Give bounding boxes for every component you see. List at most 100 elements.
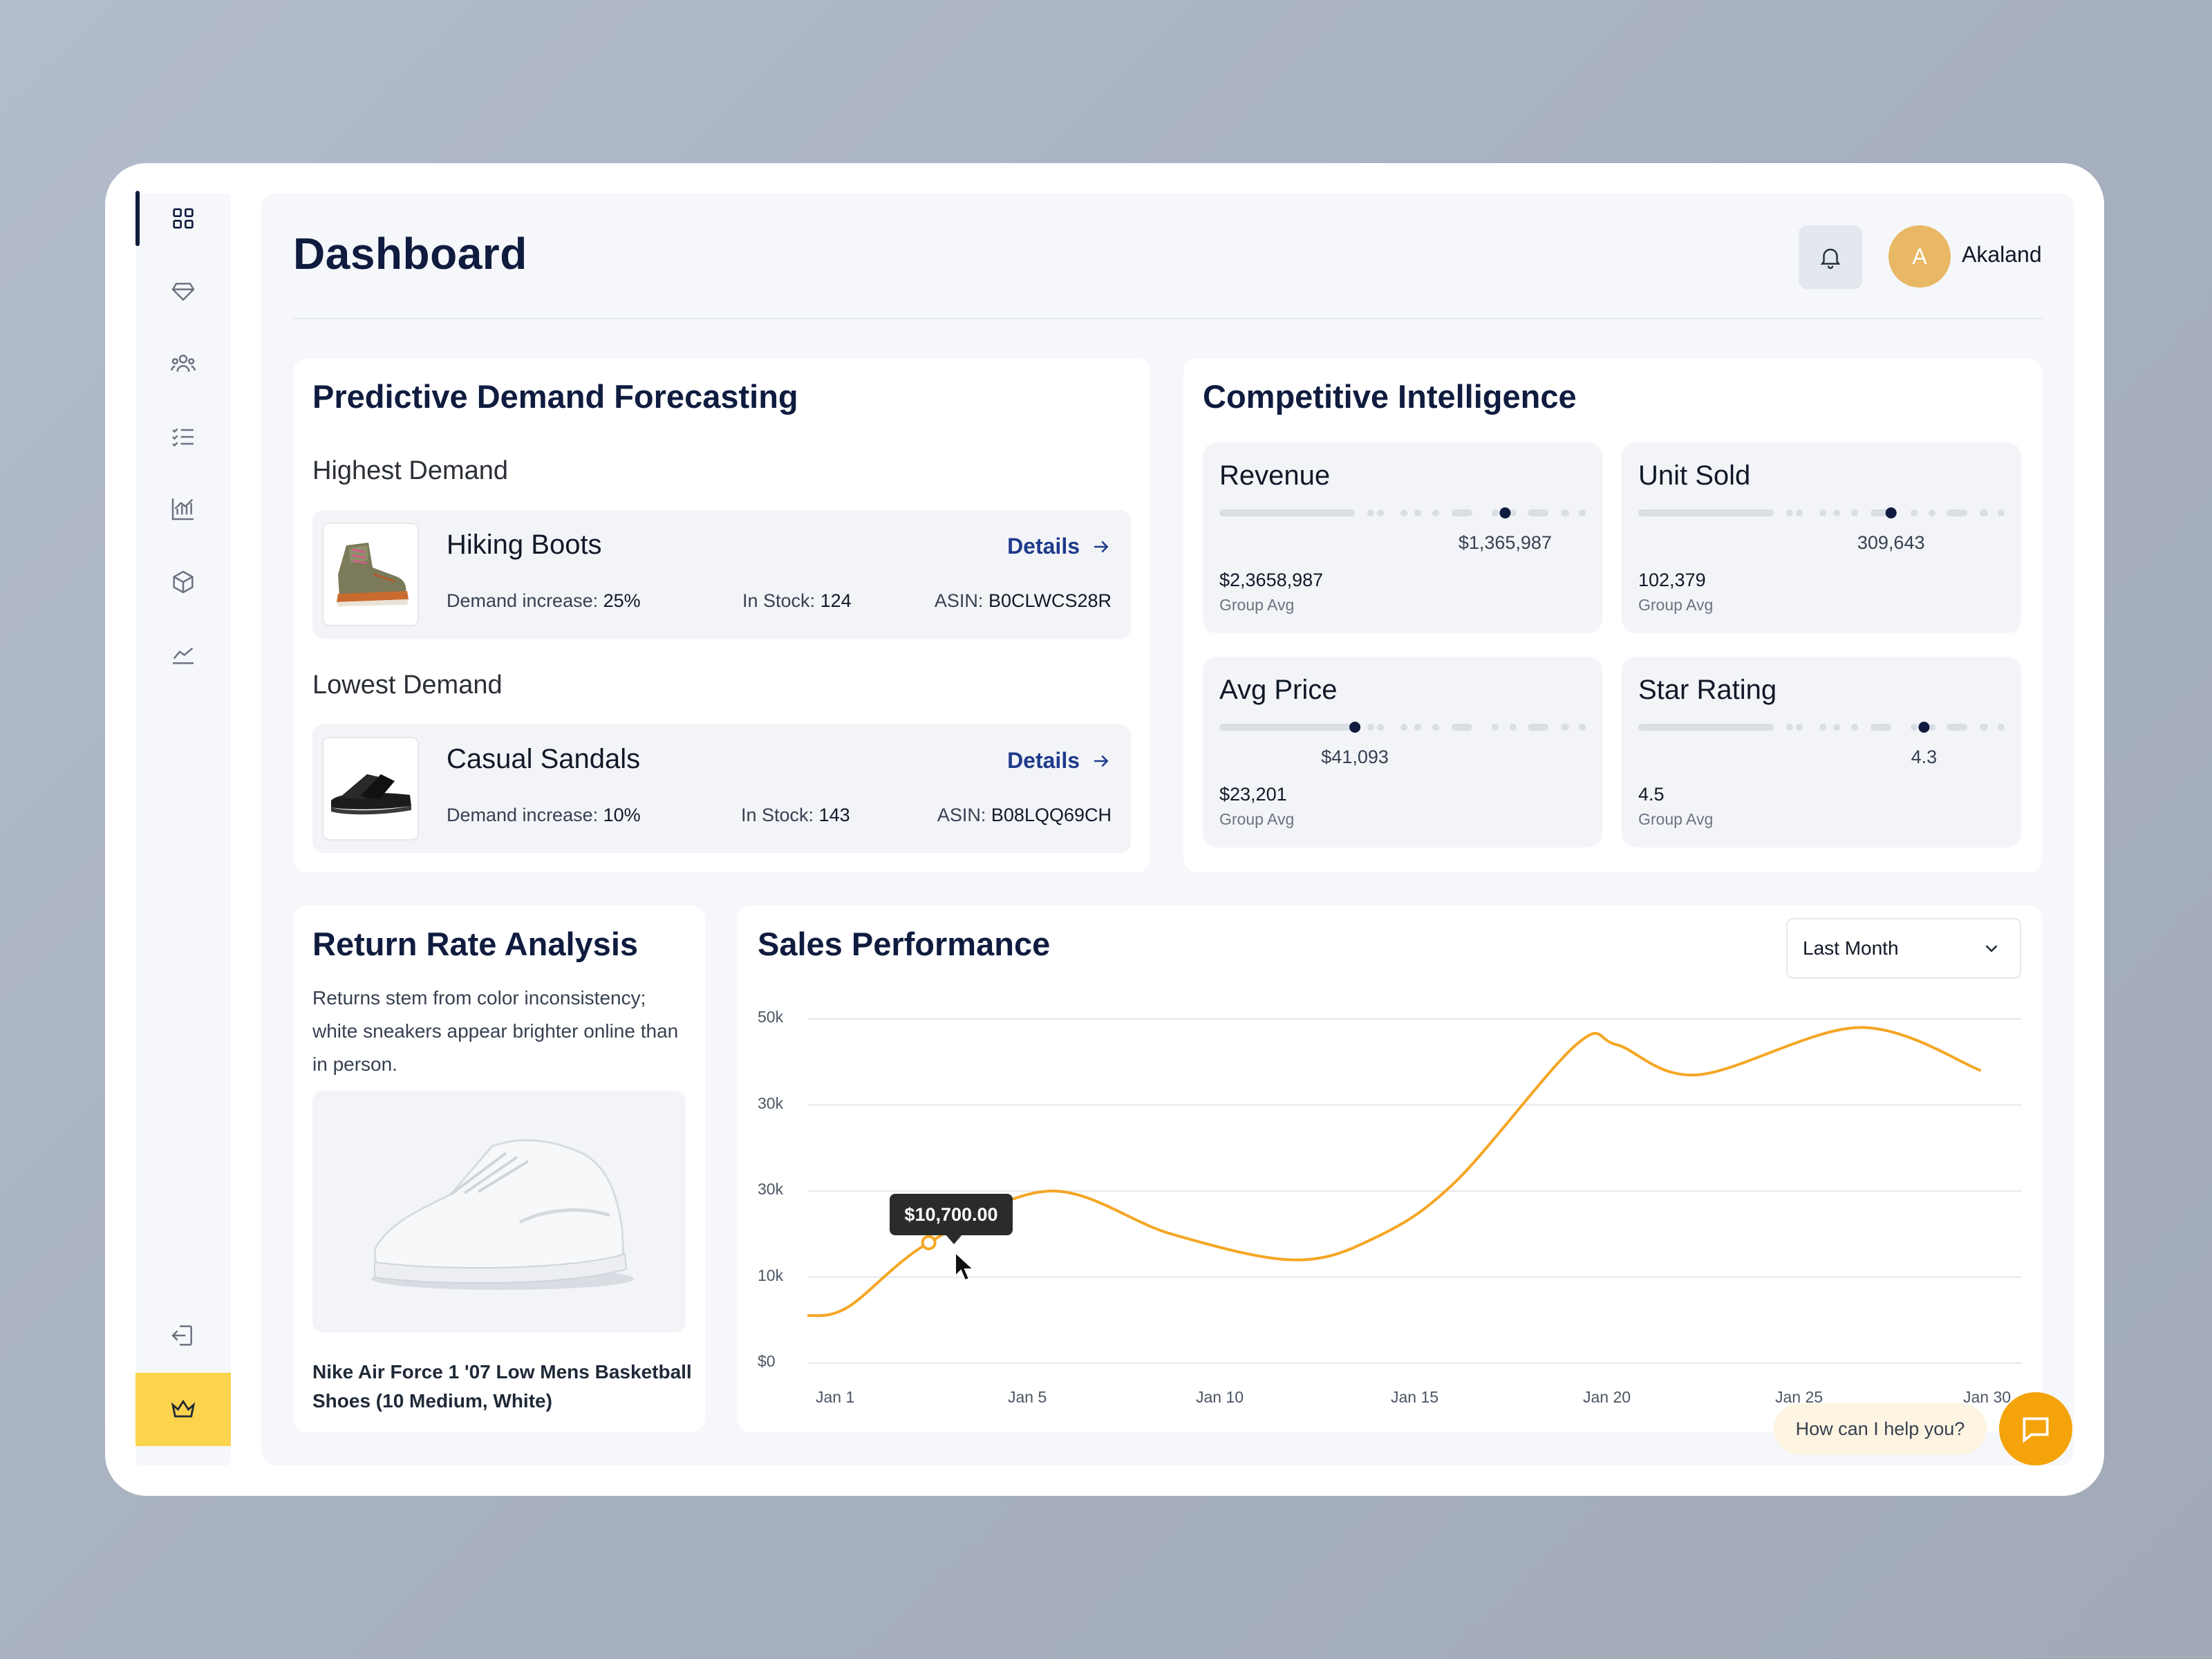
metric-revenue: Revenue $1,365,987 $2,3658,987 Group Avg bbox=[1203, 442, 1602, 633]
demand-label: Demand increase: bbox=[447, 590, 599, 611]
track-segment bbox=[1819, 509, 1826, 516]
track-segment bbox=[1400, 509, 1407, 516]
track-segment bbox=[1414, 724, 1421, 731]
sidebar-item-dashboard[interactable] bbox=[135, 191, 231, 246]
stock-label: In Stock: bbox=[742, 590, 816, 611]
trend-icon bbox=[173, 647, 194, 664]
track-segment bbox=[1947, 724, 1967, 731]
x-tick-label: Jan 5 bbox=[1008, 1388, 1047, 1406]
y-tick-label: $0 bbox=[758, 1352, 776, 1370]
chat-button[interactable] bbox=[1999, 1392, 2072, 1465]
metric-units-sold: Unit Sold 309,643 102,379 Group Avg bbox=[1622, 442, 2021, 633]
period-value: Last Month bbox=[1803, 937, 1899, 959]
sidebar-item-analytics[interactable] bbox=[135, 481, 231, 536]
x-tick-label: Jan 30 bbox=[1963, 1388, 2012, 1406]
x-tick-label: Jan 10 bbox=[1196, 1388, 1244, 1406]
group-avg-value: 102,379 bbox=[1638, 570, 1706, 590]
metric-track bbox=[1638, 722, 2005, 733]
notifications-button[interactable] bbox=[1799, 225, 1862, 289]
sales-line-chart bbox=[807, 1018, 2021, 1364]
demand-increase: Demand increase: 25% bbox=[447, 590, 641, 612]
stock-label: In Stock: bbox=[741, 805, 814, 825]
highlight-point[interactable] bbox=[921, 1235, 937, 1250]
track-segment bbox=[1980, 509, 1988, 516]
sneaker-illustration bbox=[371, 1138, 634, 1290]
logout-icon bbox=[171, 1325, 192, 1346]
demand-increase: Demand increase: 10% bbox=[447, 805, 641, 826]
track-segment bbox=[1998, 724, 2005, 731]
y-tick-label: 30k bbox=[758, 1094, 784, 1112]
y-tick-label: 50k bbox=[758, 1008, 784, 1026]
page-title: Dashboard bbox=[293, 229, 527, 279]
track-segment bbox=[1998, 509, 2005, 516]
crown-icon bbox=[171, 1399, 196, 1418]
track-segment bbox=[1510, 724, 1517, 731]
avatar[interactable]: A bbox=[1888, 225, 1951, 288]
premium-button[interactable] bbox=[135, 1373, 231, 1446]
casual-sandals-image bbox=[322, 737, 419, 841]
track-segment bbox=[1510, 509, 1517, 516]
logout-button[interactable] bbox=[135, 1308, 231, 1363]
demand-label: Demand increase: bbox=[447, 805, 599, 825]
metric-title: Revenue bbox=[1219, 460, 1331, 491]
checklist-icon bbox=[172, 428, 194, 447]
y-tick-label: 30k bbox=[758, 1180, 784, 1198]
track-segment bbox=[1796, 509, 1803, 516]
track-segment bbox=[1786, 509, 1793, 516]
arrow-right-icon bbox=[1094, 541, 1109, 552]
asin-label: ASIN: bbox=[934, 590, 984, 611]
track-segment bbox=[1871, 724, 1891, 731]
stock-value: 143 bbox=[818, 805, 850, 825]
y-tick-label: 10k bbox=[758, 1266, 784, 1284]
highest-demand-label: Highest Demand bbox=[312, 456, 509, 485]
track-segment bbox=[1452, 509, 1472, 516]
sidebar-item-customers[interactable] bbox=[135, 336, 231, 391]
x-tick-label: Jan 20 bbox=[1583, 1388, 1631, 1406]
active-indicator bbox=[135, 191, 140, 246]
in-stock: In Stock: 124 bbox=[742, 590, 852, 612]
position-marker bbox=[1918, 722, 1930, 733]
product-name: Casual Sandals bbox=[447, 744, 641, 774]
users-icon bbox=[171, 355, 196, 372]
track-segment bbox=[1911, 724, 1918, 731]
track-segment bbox=[1796, 724, 1803, 731]
sidebar-item-tasks[interactable] bbox=[135, 409, 231, 465]
group-avg-label: Group Avg bbox=[1219, 596, 1295, 614]
lowest-demand-label: Lowest Demand bbox=[312, 671, 503, 700]
track-segment bbox=[1561, 724, 1569, 731]
metric-title: Star Rating bbox=[1638, 675, 1777, 705]
demand-value: 25% bbox=[603, 590, 641, 611]
track-segment bbox=[1367, 724, 1374, 731]
track-segment bbox=[1911, 509, 1918, 516]
metric-value: $1,365,987 bbox=[1458, 532, 1552, 553]
details-link[interactable]: Details bbox=[1007, 534, 1112, 559]
tag-icon bbox=[171, 283, 195, 301]
header-divider bbox=[293, 318, 2042, 319]
details-link[interactable]: Details bbox=[1007, 748, 1112, 774]
track-segment bbox=[1432, 509, 1439, 516]
help-prompt[interactable]: How can I help you? bbox=[1774, 1403, 1987, 1454]
box-icon bbox=[173, 570, 194, 594]
asin-value: B0CLWCS28R bbox=[988, 590, 1112, 611]
track-segment bbox=[1492, 509, 1499, 516]
forecasting-title: Predictive Demand Forecasting bbox=[312, 378, 798, 415]
track-segment bbox=[1400, 724, 1407, 731]
metric-track bbox=[1219, 722, 1586, 733]
track-segment bbox=[1492, 724, 1499, 731]
sidebar-item-pricing[interactable] bbox=[135, 264, 231, 319]
track-segment bbox=[1980, 724, 1988, 731]
sales-series-line bbox=[807, 1026, 1982, 1318]
stock-value: 124 bbox=[820, 590, 852, 611]
sidebar-item-trends[interactable] bbox=[135, 626, 231, 682]
chevron-down-icon bbox=[1985, 945, 1998, 953]
track-segment bbox=[1367, 509, 1374, 516]
chart-tooltip: $10,700.00 bbox=[890, 1194, 1013, 1235]
track-segment bbox=[1638, 509, 1774, 516]
user-name[interactable]: Akaland bbox=[1962, 242, 2042, 267]
metric-track bbox=[1638, 507, 2005, 518]
lowest-demand-item: Casual Sandals Details Demand increase: … bbox=[312, 724, 1131, 853]
group-avg-label: Group Avg bbox=[1638, 596, 1714, 614]
track-segment bbox=[1528, 724, 1548, 731]
period-select[interactable]: Last Month bbox=[1786, 918, 2021, 979]
sidebar-item-inventory[interactable] bbox=[135, 554, 231, 610]
